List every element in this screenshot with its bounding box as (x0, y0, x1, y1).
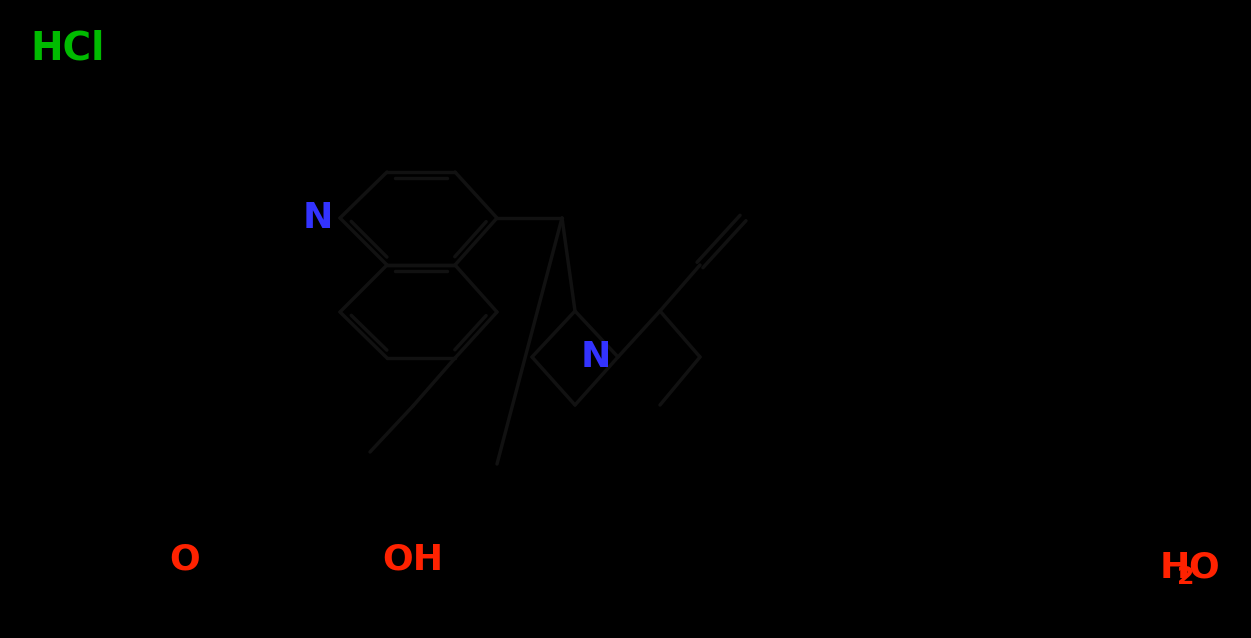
Text: 2: 2 (1177, 565, 1195, 589)
Text: H: H (1160, 551, 1191, 585)
Text: OH: OH (383, 543, 444, 577)
Text: N: N (303, 201, 333, 235)
Text: O: O (1188, 551, 1218, 585)
Text: N: N (580, 340, 610, 374)
Text: O: O (170, 543, 200, 577)
Text: HCl: HCl (30, 30, 104, 68)
